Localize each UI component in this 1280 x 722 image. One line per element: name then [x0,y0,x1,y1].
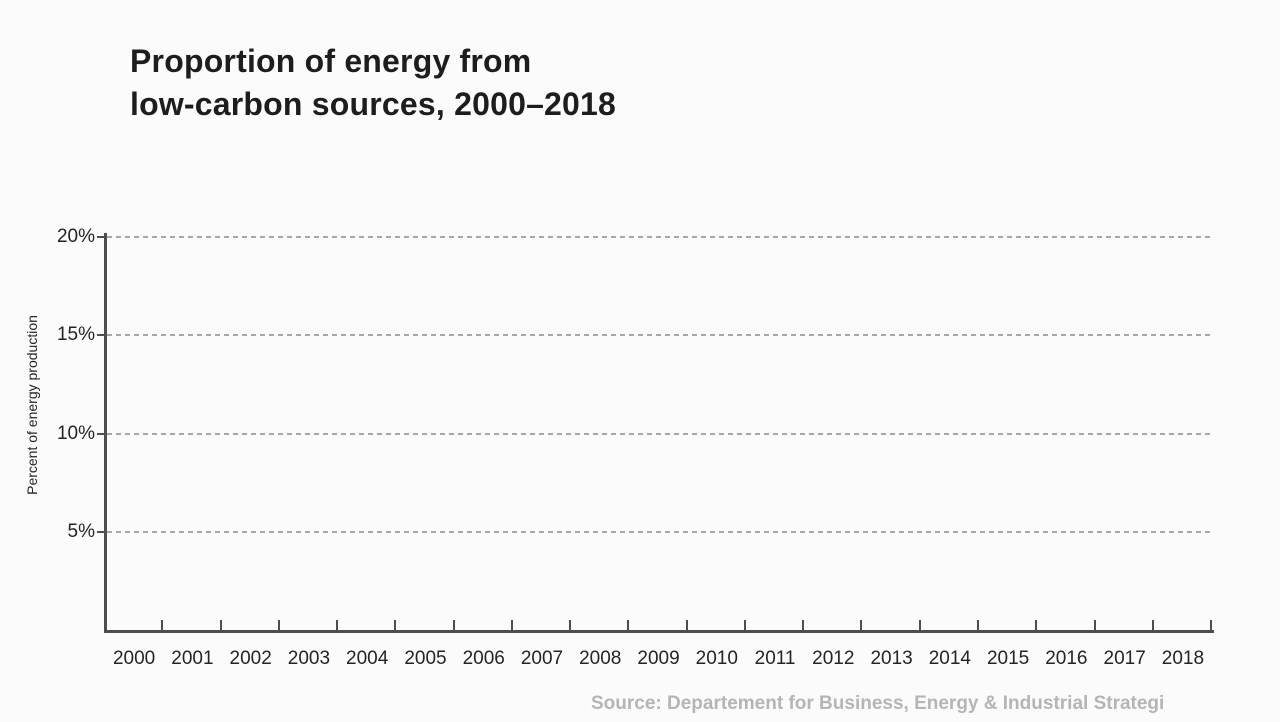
x-tick-label: 2014 [928,648,971,669]
x-axis-tick [862,620,921,630]
y-tick-label: 15% [56,324,95,345]
x-axis-tick [163,620,222,630]
x-tick-label: 2010 [695,648,738,669]
chart-title-line1: Proportion of energy from [130,43,532,79]
x-axis-ticks [105,620,1213,630]
x-axis-tick [1154,620,1213,630]
x-tick-label: 2001 [171,648,214,669]
x-axis-tick [222,620,280,630]
x-tick-label: 2008 [579,648,622,669]
x-axis-tick [338,620,397,630]
gridline-5pct [107,531,1213,533]
x-tick-label: 2012 [812,648,855,669]
x-axis-tick [804,620,863,630]
chart-title-line2: low-carbon sources, 2000–2018 [130,86,617,122]
x-axis-tick [396,620,455,630]
y-axis-tick [97,531,104,533]
y-tick-label: 10% [56,423,95,444]
x-axis-tick [571,620,630,630]
x-tick-label: 2007 [520,648,564,669]
y-tick-label: 5% [67,521,95,542]
chart-title: Proportion of energy from low-carbon sou… [130,40,616,126]
gridline-20pct [107,236,1213,238]
x-tick-label: 2013 [870,648,913,669]
y-tick-label: 20% [56,226,95,247]
x-tick-label: 2011 [754,648,796,669]
x-tick-label: 2017 [1103,648,1146,669]
x-axis-labels: 2000 2001 2002 2003 2004 2005 2006 2007 … [105,648,1212,670]
gridline-15pct [107,334,1213,336]
x-tick-label: 2002 [229,648,272,669]
x-axis-line [104,630,1214,633]
x-axis-tick [688,620,746,630]
x-tick-label: 2018 [1161,648,1205,669]
x-tick-label: 2004 [346,648,389,669]
x-tick-label: 2009 [637,648,680,669]
y-axis-tick [97,334,104,336]
x-axis-tick [455,620,513,630]
x-axis-tick [921,620,979,630]
x-axis-tick [280,620,339,630]
x-tick-label: 2003 [287,648,331,669]
y-axis-title: Percent of energy production [24,315,40,495]
gridline-10pct [107,433,1213,435]
y-axis-line [104,233,107,632]
x-axis-tick [1037,620,1096,630]
y-axis-tick [97,236,104,238]
x-tick-label: 2006 [462,648,505,669]
y-axis-tick [97,433,104,435]
x-axis-tick [979,620,1038,630]
x-tick-label: 2005 [404,648,447,669]
x-axis-tick [105,620,164,630]
x-tick-label: 2016 [1045,648,1088,669]
x-tick-label: 2000 [112,648,156,669]
x-axis-tick [1096,620,1154,630]
x-axis-tick [513,620,572,630]
source-attribution: Source: Departement for Business, Energy… [591,693,1165,714]
x-axis-tick [746,620,805,630]
x-axis-tick [629,620,688,630]
x-tick-label: 2015 [986,648,1030,669]
